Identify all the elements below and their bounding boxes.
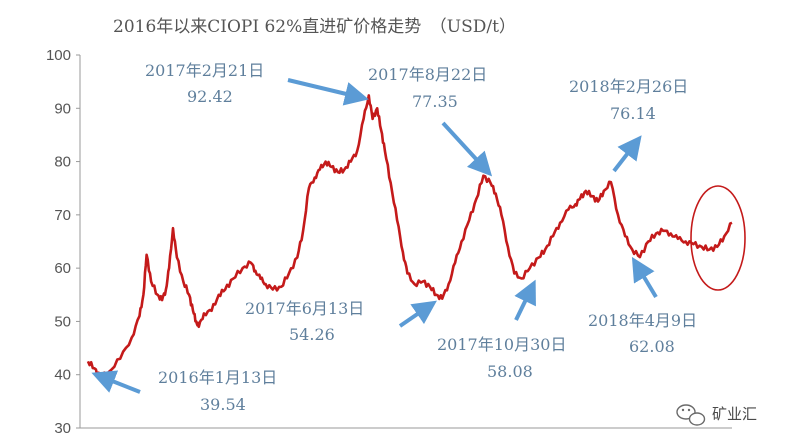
y-tick-label: 60 <box>54 260 71 277</box>
annotation-arrow <box>441 121 493 177</box>
annotation-2017-02-21: 2017年2月21日 92.42 <box>145 61 264 106</box>
annotation-2018-02-26: 2018年2月26日 76.14 <box>569 77 688 123</box>
highlight-ellipse <box>690 185 746 291</box>
annotation-value: 58.08 <box>487 362 533 381</box>
annotation-date: 2016年1月13日 <box>158 368 277 387</box>
wechat-icon <box>676 404 706 426</box>
annotation-arrow <box>514 279 536 321</box>
annotation-date: 2018年2月26日 <box>569 77 688 96</box>
annotation-date: 2017年10月30日 <box>437 335 566 354</box>
arrow-layer <box>91 78 658 394</box>
annotation-date: 2017年6月13日 <box>245 299 364 318</box>
watermark-text: 矿业汇 <box>712 405 757 423</box>
y-tick-label: 100 <box>46 47 71 64</box>
annotation-arrow <box>612 135 642 173</box>
annotation-value: 62.08 <box>629 337 675 356</box>
y-tick-label: 50 <box>54 313 71 330</box>
annotation-value: 54.26 <box>289 325 335 344</box>
annotation-value: 39.54 <box>200 395 246 414</box>
annotation-date: 2018年4月9日 <box>588 311 697 330</box>
annotation-value: 77.35 <box>412 92 458 111</box>
annotation-value: 76.14 <box>610 104 656 123</box>
annotation-2018-04-09: 2018年4月9日 62.08 <box>588 311 697 356</box>
annotation-date: 2017年8月22日 <box>368 65 487 84</box>
annotation-date: 2017年2月21日 <box>145 61 264 80</box>
price-line <box>86 94 733 379</box>
annotation-2016-01-13: 2016年1月13日 39.54 <box>158 368 277 414</box>
y-tick-label: 30 <box>54 420 71 437</box>
series-layer <box>86 94 733 379</box>
y-tick-label: 90 <box>54 100 71 117</box>
watermark: 矿业汇 <box>676 404 757 426</box>
y-tick-label: 70 <box>54 207 71 224</box>
axes: 30 40 50 60 70 80 90 100 <box>46 47 732 437</box>
y-tick-label: 40 <box>54 367 71 384</box>
annotation-arrow <box>287 78 369 106</box>
annotation-value: 92.42 <box>187 87 233 106</box>
annotation-arrow <box>91 370 141 394</box>
annotation-arrow <box>398 300 437 328</box>
annotation-2017-08-22: 2017年8月22日 77.35 <box>368 65 487 111</box>
annotation-2017-10-30: 2017年10月30日 58.08 <box>437 335 566 381</box>
annotation-2017-06-13: 2017年6月13日 54.26 <box>245 299 364 344</box>
chart-title: 2016年以来CIOPI 62%直进矿价格走势 （USD/t） <box>113 17 516 37</box>
y-tick-label: 80 <box>54 154 71 171</box>
annotation-arrow <box>631 256 658 299</box>
